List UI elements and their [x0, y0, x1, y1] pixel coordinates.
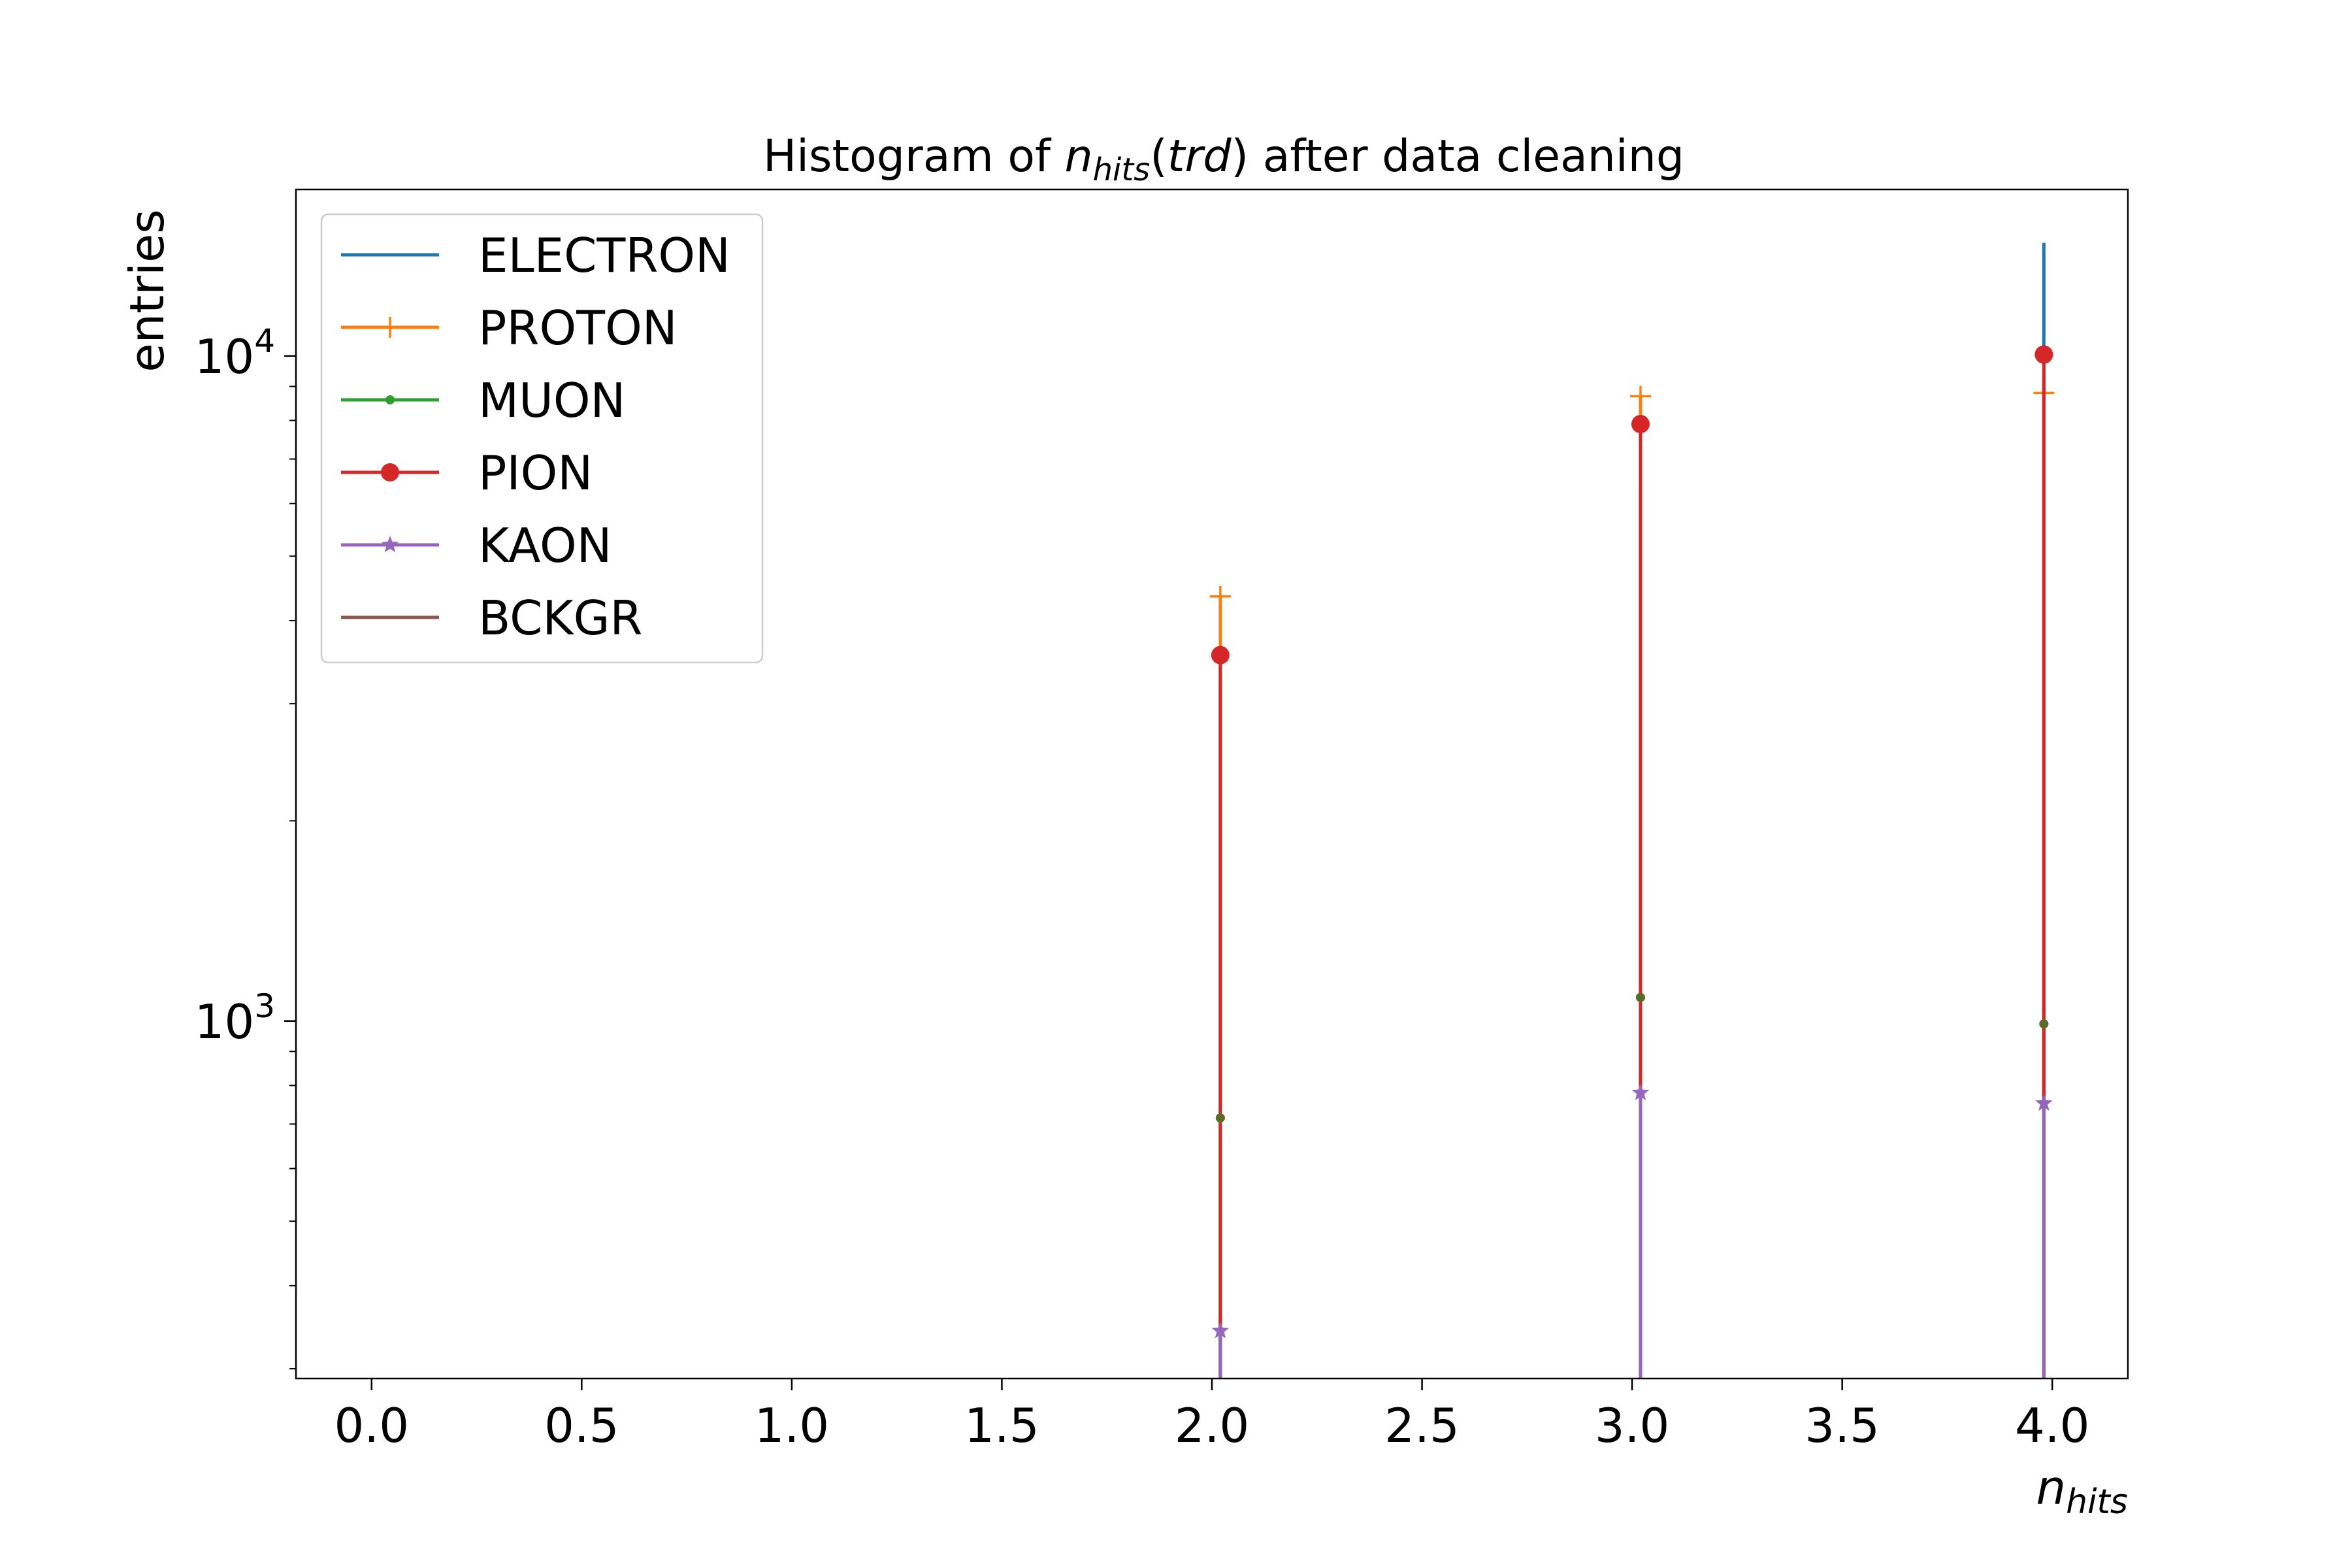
x-tick-label: 3.0: [1595, 1398, 1670, 1453]
legend-label: MUON: [478, 373, 625, 428]
data-point-marker: [2034, 345, 2053, 364]
x-tick-label: 0.0: [335, 1398, 410, 1453]
legend-item-bckgr: BCKGR: [341, 591, 642, 645]
chart-title: Histogram of nhits(trd) after data clean…: [763, 131, 1684, 188]
data-point-marker: [2035, 1094, 2053, 1111]
x-tick-label: 3.5: [1805, 1398, 1880, 1453]
legend-marker: [381, 536, 399, 553]
x-tick-label: 2.5: [1384, 1398, 1460, 1453]
series-group: [1209, 242, 2055, 1379]
muon-point-overlay: [1635, 992, 1645, 1002]
legend-item-muon: MUON: [341, 373, 625, 428]
muon-point-overlay: [2039, 1019, 2049, 1029]
legend-item-electron: ELECTRON: [341, 228, 730, 283]
x-axis-label: nhits: [2036, 1460, 2128, 1522]
x-tick-label: 1.0: [755, 1398, 830, 1453]
x-tick-label: 1.5: [964, 1398, 1039, 1453]
legend-item-pion: PION: [341, 446, 593, 500]
legend-marker: [380, 317, 400, 338]
y-axis: 103 104: [195, 322, 296, 1370]
y-tick-label: 103: [195, 987, 275, 1049]
y-tick-label: 104: [195, 322, 275, 384]
legend-label: PROTON: [478, 301, 678, 355]
x-tick-label: 2.0: [1175, 1398, 1250, 1453]
data-point-marker: [1631, 415, 1650, 434]
x-tick-label: 0.5: [544, 1398, 619, 1453]
legend: ELECTRON PROTON MUON PION KAON BCKGR: [320, 213, 764, 664]
data-point-marker: [1631, 1083, 1650, 1100]
data-point-marker: [1209, 585, 1231, 607]
legend-marker: [381, 463, 399, 482]
legend-item-proton: PROTON: [341, 301, 678, 355]
data-point-marker: [1629, 385, 1651, 407]
x-axis: 0.0 0.5 1.0 1.5 2.0 2.5 3.0 3.5 4.0: [335, 1379, 2090, 1453]
y-axis-label: entries: [120, 209, 174, 372]
legend-label: KAON: [478, 518, 612, 573]
legend-label: BCKGR: [478, 591, 642, 645]
legend-label: ELECTRON: [478, 228, 730, 283]
x-tick-label: 4.0: [2015, 1398, 2090, 1453]
legend-item-kaon: KAON: [341, 518, 612, 573]
data-point-marker: [1211, 645, 1230, 664]
legend-label: PION: [478, 446, 593, 500]
data-point-marker: [1211, 1322, 1230, 1339]
muon-point-overlay: [1215, 1113, 1225, 1123]
series-layer: [1209, 242, 2055, 1379]
series-kaon: [1211, 1083, 2053, 1379]
legend-marker: [385, 395, 395, 404]
